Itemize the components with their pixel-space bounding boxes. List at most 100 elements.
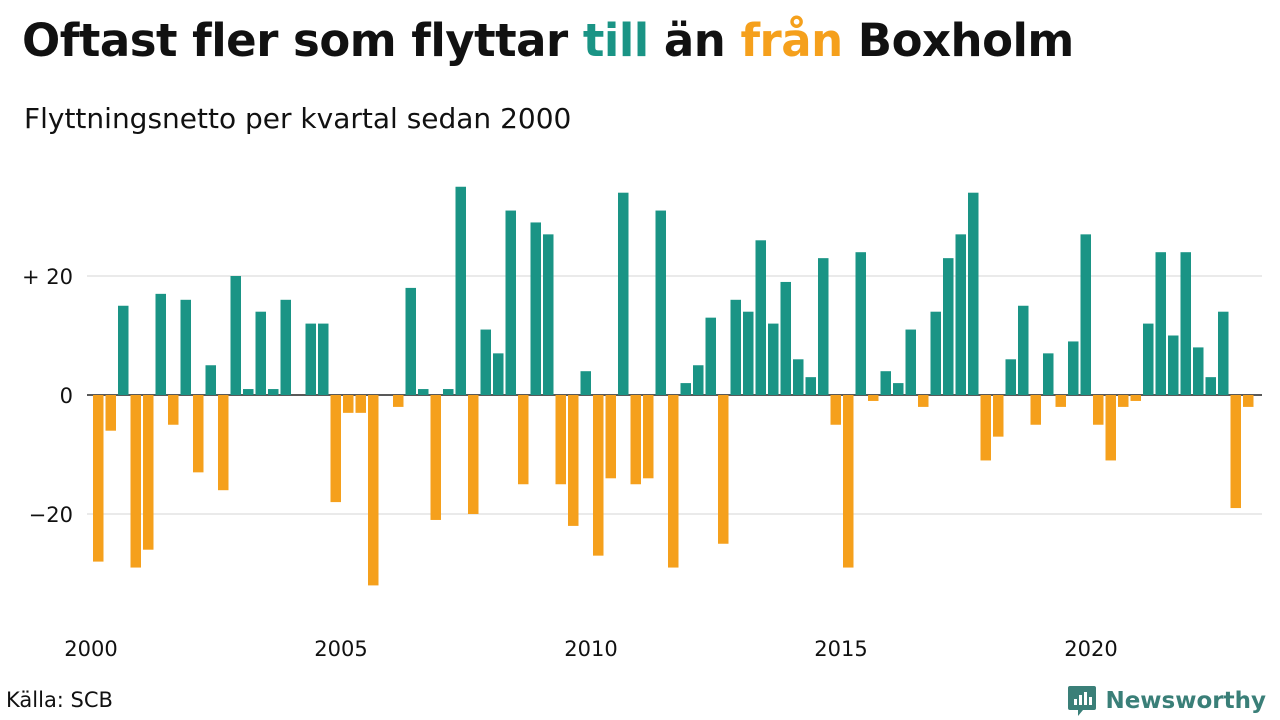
bar (1005, 359, 1016, 395)
x-tick-label: 2015 (814, 637, 867, 661)
title-part-3: Boxholm (842, 14, 1075, 67)
bar (1155, 252, 1166, 395)
chart-subtitle: Flyttningsnetto per kvartal sedan 2000 (24, 102, 572, 135)
brand-name: Newsworthy (1105, 688, 1266, 714)
bar (693, 365, 704, 395)
x-tick-label: 2000 (64, 637, 117, 661)
bar (480, 329, 491, 395)
bar (843, 395, 854, 568)
bar (605, 395, 616, 479)
bar (493, 353, 504, 395)
bar (743, 311, 754, 395)
bar (505, 210, 516, 395)
bar (1030, 395, 1041, 425)
bars (93, 186, 1254, 586)
x-tick-label: 2005 (314, 637, 367, 661)
bar (880, 371, 891, 395)
bar (1168, 335, 1179, 395)
bar (305, 323, 316, 395)
bar (580, 371, 591, 395)
bar (155, 293, 166, 395)
bar (705, 317, 716, 395)
bar (268, 389, 279, 395)
bar (1205, 377, 1216, 395)
x-tick-label: 2010 (564, 637, 617, 661)
bar (1230, 395, 1241, 509)
bar (205, 365, 216, 395)
chart-title: Oftast fler som flyttar till än från Box… (22, 14, 1074, 67)
bar (318, 323, 329, 395)
bar (555, 395, 566, 485)
bar (405, 287, 416, 395)
bar (793, 359, 804, 395)
bar (593, 395, 604, 556)
bar (780, 281, 791, 395)
bar (955, 234, 966, 395)
bar (718, 395, 729, 544)
bar (968, 192, 979, 395)
bar (230, 276, 241, 395)
bar (443, 389, 454, 395)
title-highlight-in: till (582, 14, 649, 67)
bar (993, 395, 1004, 437)
bar (1143, 323, 1154, 395)
bar (105, 395, 116, 431)
bar (418, 389, 429, 395)
bar (830, 395, 841, 425)
bar (730, 299, 741, 395)
bar (1018, 305, 1029, 395)
bar (280, 299, 291, 395)
bar (943, 258, 954, 395)
bar (643, 395, 654, 479)
bar (868, 395, 879, 401)
y-axis-labels: + 20 0 −20 (22, 265, 73, 527)
bar (193, 395, 204, 473)
bar (168, 395, 179, 425)
source-note: Källa: SCB (6, 688, 113, 712)
brand-logo[interactable]: Newsworthy (1067, 683, 1266, 719)
y-tick-label: 0 (60, 384, 73, 408)
bar (680, 383, 691, 395)
bar (618, 192, 629, 395)
bar (255, 311, 266, 395)
bar (1218, 311, 1229, 395)
bar (143, 395, 154, 550)
bar (805, 377, 816, 395)
bar (530, 222, 541, 395)
bar (330, 395, 341, 503)
title-part-1: Oftast fler som flyttar (22, 14, 583, 67)
title-part-2: än (648, 14, 741, 67)
bar (355, 395, 366, 413)
bar (668, 395, 679, 568)
bar (118, 305, 129, 395)
bar (343, 395, 354, 413)
y-tick-label: −20 (29, 503, 73, 527)
bar (1093, 395, 1104, 425)
bar (568, 395, 579, 526)
bar (543, 234, 554, 395)
x-tick-label: 2020 (1064, 637, 1117, 661)
bar (468, 395, 479, 514)
bar (930, 311, 941, 395)
bar (980, 395, 991, 461)
bar (855, 252, 866, 395)
newsworthy-chart-logo-icon (1068, 686, 1097, 716)
bar (430, 395, 441, 520)
title-highlight-out: från (740, 14, 843, 67)
bar (1130, 395, 1141, 401)
bar (655, 210, 666, 395)
bar (1068, 341, 1079, 395)
bar (1043, 353, 1054, 395)
bar (1243, 395, 1254, 407)
bar (393, 395, 404, 407)
bar (818, 258, 829, 395)
bar (218, 395, 229, 491)
bar (1055, 395, 1066, 407)
bar (905, 329, 916, 395)
bar (1080, 234, 1091, 395)
bar (630, 395, 641, 485)
bar-chart: + 20 0 −20 2000 2005 2010 2015 2020 (22, 186, 1262, 661)
bar (518, 395, 529, 485)
bar (130, 395, 141, 568)
bar (455, 186, 466, 395)
